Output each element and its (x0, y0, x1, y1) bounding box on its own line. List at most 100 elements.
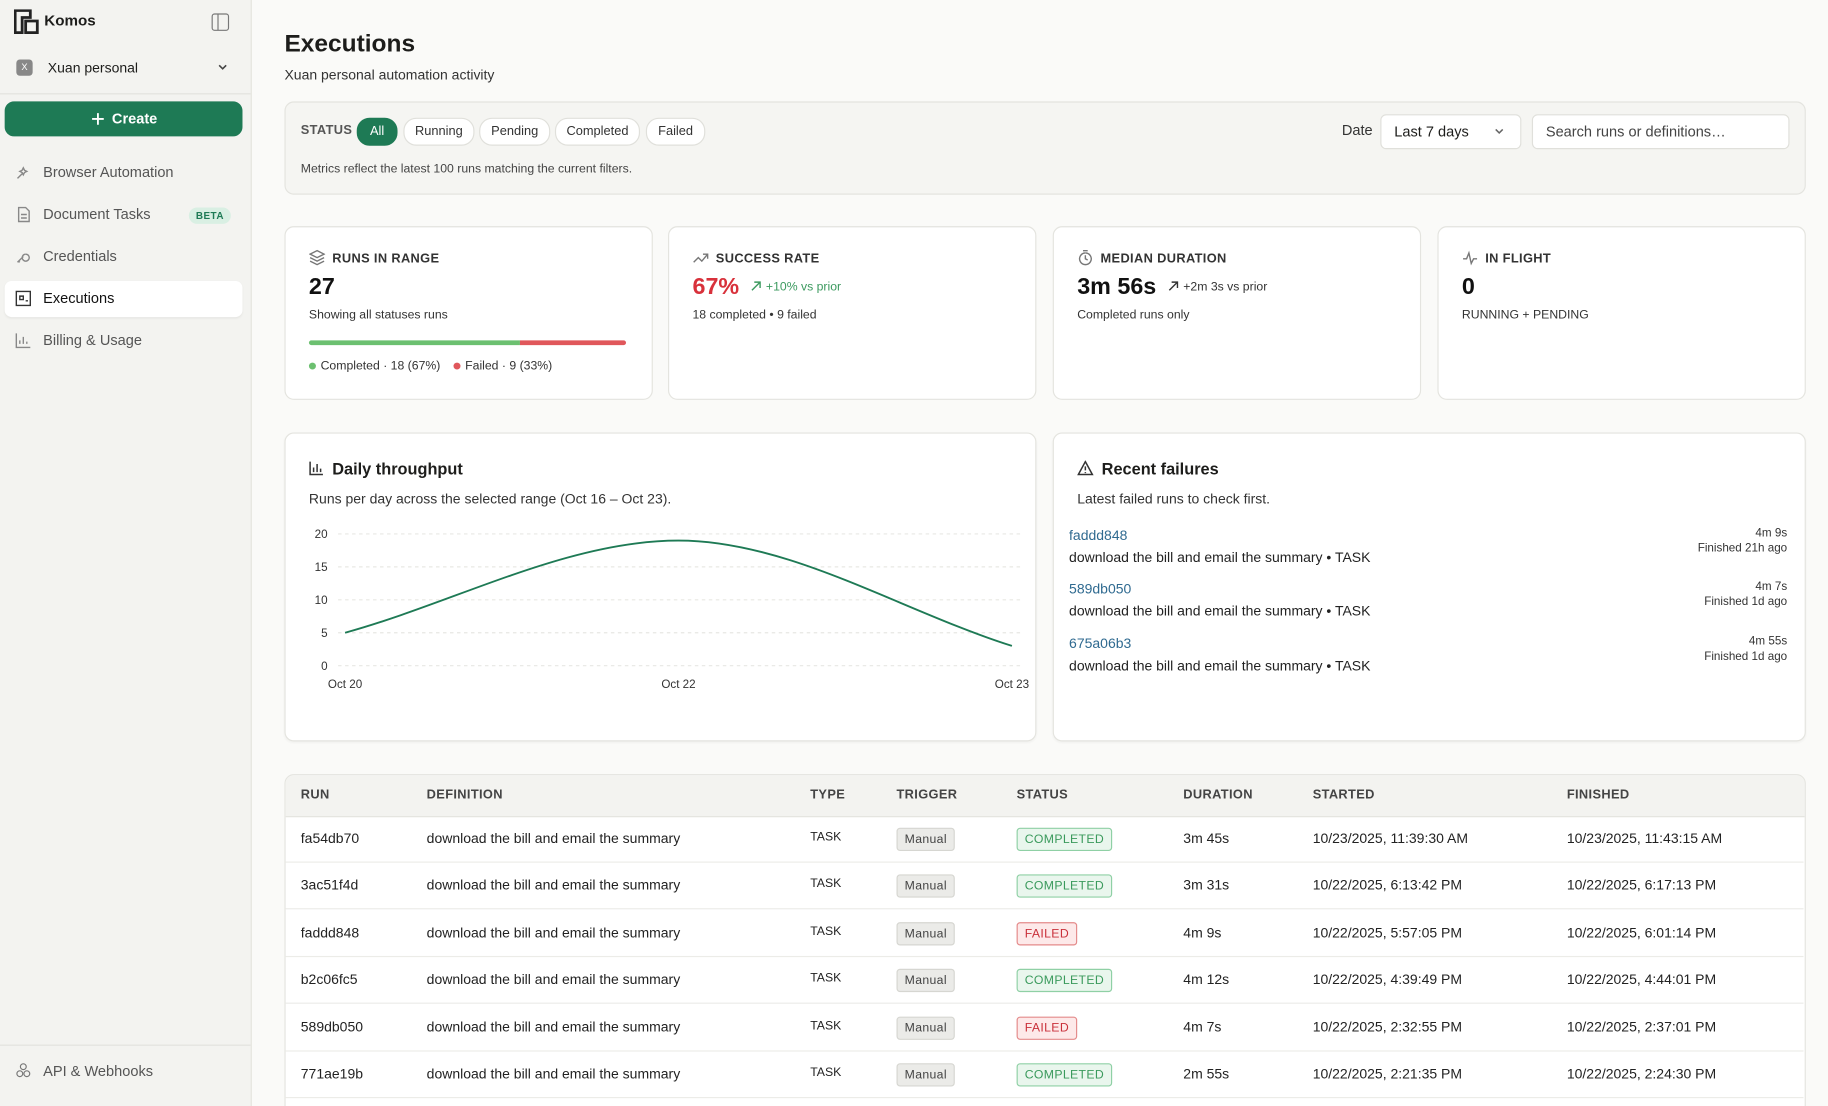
cell-duration: 3m 31s (1183, 877, 1229, 893)
status-pill[interactable]: Pending (479, 118, 550, 146)
icon-path (694, 254, 708, 262)
metric-value: 3m 56s (1077, 274, 1156, 301)
status-badge: COMPLETED (1017, 969, 1113, 992)
status-pill[interactable]: Running (403, 118, 474, 146)
cell-finished: 10/23/2025, 11:43:15 AM (1567, 830, 1722, 846)
status-badge: FAILED (1017, 1016, 1078, 1039)
collapse-button[interactable] (210, 12, 231, 33)
warning-icon (1077, 460, 1093, 475)
trigger-badge: Manual (897, 969, 956, 992)
metric-icon (692, 249, 708, 265)
cell-duration: 4m 7s (1183, 1018, 1221, 1034)
failure-id[interactable]: 675a06b3 (1069, 635, 1131, 651)
trigger-badge: Manual (897, 922, 956, 945)
nav-item[interactable]: Browser Automation (5, 155, 243, 191)
arrow (752, 282, 760, 290)
status-label: STATUS (301, 124, 352, 138)
icon-path (1080, 251, 1092, 265)
failures-card (1053, 433, 1806, 742)
trigger-badge: Manual (897, 1016, 956, 1039)
failure-finished: Finished 21h ago (1698, 542, 1787, 555)
nav-item[interactable]: Document TasksBETA (5, 197, 243, 233)
trigger-badge: Manual (897, 828, 956, 851)
status-pill[interactable]: All (357, 118, 398, 146)
filter-note: Metrics reflect the latest 100 runs matc… (301, 162, 632, 176)
trigger-badge: Manual (897, 875, 956, 898)
nav-badge: BETA (189, 208, 231, 224)
failure-description: download the bill and email the summary … (1069, 603, 1370, 619)
nav-footer[interactable]: API & Webhooks (43, 1063, 153, 1079)
failure-duration: 4m 9s (1755, 527, 1787, 540)
row-divider (286, 956, 1804, 957)
nav-icon (15, 290, 31, 306)
cell-finished: 10/22/2025, 2:37:01 PM (1567, 1018, 1716, 1034)
trigger-badge: Manual (897, 1063, 956, 1086)
workspace-name: Xuan personal (48, 59, 138, 75)
brand: Komos (44, 12, 95, 29)
failure-id[interactable]: faddd848 (1069, 527, 1127, 543)
cell-run[interactable]: 3ac51f4d (301, 877, 359, 893)
chart-subtitle: Runs per day across the selected range (… (309, 491, 671, 507)
nav-item[interactable]: Billing & Usage (5, 323, 243, 359)
metric-delta: +10% vs prior (766, 280, 841, 294)
divider (0, 93, 251, 94)
metric-caption: Completed runs only (1077, 308, 1189, 322)
date-label: Date (1342, 122, 1373, 138)
date-select[interactable]: Last 7 days (1380, 114, 1521, 149)
metric-value: 67% (692, 274, 739, 301)
cell-started: 10/22/2025, 6:13:42 PM (1313, 877, 1462, 893)
failure-id[interactable]: 589db050 (1069, 581, 1131, 597)
legend-dot (309, 363, 316, 370)
cell-definition[interactable]: download the bill and email the summary (427, 924, 681, 940)
search-input[interactable]: Search runs or definitions… (1532, 114, 1790, 149)
cell-type: TASK (810, 877, 841, 891)
page-subtitle: Xuan personal automation activity (284, 66, 494, 82)
metric-caption: RUNNING + PENDING (1462, 308, 1589, 322)
chart-icon (309, 460, 324, 475)
cell-type: TASK (810, 971, 841, 985)
nav-label: Executions (43, 290, 114, 306)
failures-title: Recent failures (1102, 459, 1219, 478)
cell-definition[interactable]: download the bill and email the summary (427, 1066, 681, 1082)
cell-started: 10/22/2025, 2:32:55 PM (1313, 1018, 1462, 1034)
breakdown-segment (309, 340, 520, 345)
column-header: TRIGGER (897, 788, 958, 802)
metric-label: MEDIAN DURATION (1101, 252, 1227, 266)
cell-run[interactable]: 771ae19b (301, 1066, 363, 1082)
nav-icon (15, 248, 31, 264)
icon-path (310, 251, 324, 265)
cell-type: TASK (810, 830, 841, 844)
search-placeholder: Search runs or definitions… (1546, 124, 1726, 140)
legend-label: Failed · 9 (33%) (465, 359, 552, 373)
icon-path (19, 208, 29, 222)
status-badge: COMPLETED (1017, 875, 1113, 898)
cell-run[interactable]: 589db050 (301, 1018, 363, 1034)
icon-path (17, 254, 29, 262)
cell-started: 10/22/2025, 4:39:49 PM (1313, 971, 1462, 987)
cell-run[interactable]: faddd848 (301, 924, 359, 940)
column-header: TYPE (810, 788, 845, 802)
breakdown-segment (520, 340, 626, 345)
workspace-selector[interactable]: X Xuan personal (5, 51, 245, 84)
row-divider (286, 909, 1804, 910)
metric-delta: +2m 3s vs prior (1183, 280, 1267, 294)
nav-item[interactable]: Executions (5, 281, 243, 317)
cell-definition[interactable]: download the bill and email the summary (427, 830, 681, 846)
status-badge: COMPLETED (1017, 828, 1113, 851)
cell-run[interactable]: fa54db70 (301, 830, 359, 846)
cell-type: TASK (810, 924, 841, 938)
metric-icon (1077, 249, 1093, 265)
cell-type: TASK (810, 1018, 841, 1032)
nav-item[interactable]: Credentials (5, 239, 243, 275)
cell-definition[interactable]: download the bill and email the summary (427, 971, 681, 987)
webhook-icon (15, 1062, 31, 1078)
cell-definition[interactable]: download the bill and email the summary (427, 1018, 681, 1034)
cell-definition[interactable]: download the bill and email the summary (427, 877, 681, 893)
status-pill[interactable]: Completed (555, 118, 640, 146)
delta-arrow (1168, 281, 1178, 291)
create-button[interactable]: Create (5, 101, 243, 136)
status-pill[interactable]: Failed (646, 118, 705, 146)
metric-value: 27 (309, 274, 335, 301)
cell-finished: 10/22/2025, 2:24:30 PM (1567, 1066, 1716, 1082)
cell-run[interactable]: b2c06fc5 (301, 971, 358, 987)
